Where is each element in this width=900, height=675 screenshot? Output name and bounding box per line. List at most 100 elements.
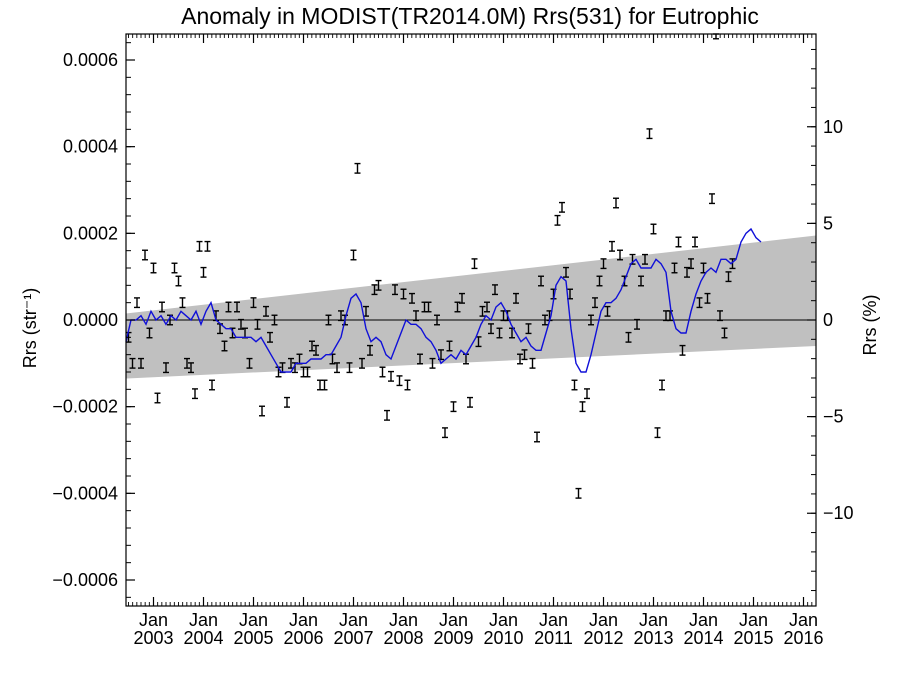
data-point-12 (175, 275, 182, 287)
data-point-30 (250, 297, 257, 309)
data-point-107 (571, 379, 578, 391)
data-point-104 (559, 201, 565, 213)
x-tick-month-label: Jan (739, 610, 768, 630)
data-point-78 (450, 401, 457, 413)
x-tick-year-label: 2011 (534, 628, 573, 648)
y-left-tick-label: −0.0006 (52, 570, 118, 590)
y-axis-label-left: Rrs (str⁻¹) (20, 288, 40, 368)
data-point-130 (667, 310, 673, 322)
data-point-33 (263, 305, 269, 317)
y-left-tick-label: −0.0002 (52, 397, 118, 417)
data-point-115 (604, 305, 611, 317)
data-point-120 (625, 331, 632, 343)
y-left-tick-label: 0.0006 (63, 50, 118, 70)
data-point-98 (534, 431, 540, 443)
data-point-16 (192, 388, 198, 400)
data-point-6 (150, 262, 157, 274)
x-tick-year-label: 2003 (133, 628, 173, 648)
y-left-tick-label: 0.0000 (63, 310, 118, 330)
data-point-77 (446, 340, 453, 352)
data-point-72 (425, 301, 432, 313)
data-point-137 (696, 297, 703, 309)
data-point-34 (267, 331, 273, 343)
data-point-136 (692, 236, 698, 248)
data-point-105 (563, 266, 569, 278)
band-area (126, 235, 816, 379)
data-point-32 (259, 405, 265, 417)
data-point-50 (334, 362, 340, 374)
data-point-131 (671, 262, 678, 274)
data-point-15 (188, 362, 194, 374)
data-point-83 (471, 258, 478, 270)
data-point-76 (442, 427, 448, 439)
data-point-27 (238, 318, 244, 330)
y-right-tick-label: −5 (823, 407, 844, 427)
data-point-93 (513, 292, 519, 304)
data-point-127 (654, 427, 661, 439)
data-point-133 (679, 344, 686, 356)
data-point-3 (138, 357, 144, 369)
x-tick-month-label: Jan (389, 610, 418, 630)
data-point-116 (609, 240, 615, 252)
data-point-54 (350, 249, 357, 261)
data-point-19 (204, 240, 211, 252)
data-point-143 (721, 327, 728, 339)
y-left-tick-label: 0.0002 (63, 223, 118, 243)
x-tick-year-label: 2006 (283, 628, 323, 648)
x-tick-year-label: 2010 (483, 628, 523, 648)
x-tick-month-label: Jan (289, 610, 318, 630)
data-point-70 (417, 353, 423, 365)
data-point-4 (142, 249, 148, 261)
data-point-126 (650, 223, 657, 235)
data-point-47 (321, 379, 328, 391)
data-point-69 (413, 310, 419, 322)
data-point-35 (271, 314, 278, 326)
data-point-31 (254, 318, 261, 330)
y-right-tick-label: 5 (823, 213, 833, 233)
data-point-58 (367, 344, 373, 356)
x-tick-month-label: Jan (639, 610, 668, 630)
data-point-48 (325, 314, 332, 326)
data-point-135 (688, 258, 694, 270)
data-point-110 (584, 388, 590, 400)
y-left-tick-label: 0.0004 (63, 137, 118, 157)
x-tick-year-label: 2007 (333, 628, 373, 648)
data-point-61 (379, 366, 386, 378)
x-tick-year-label: 2005 (233, 628, 273, 648)
x-tick-month-label: Jan (189, 610, 218, 630)
data-point-88 (492, 284, 498, 296)
data-point-99 (538, 275, 544, 287)
data-point-87 (488, 323, 494, 335)
data-point-109 (579, 401, 586, 413)
data-point-17 (196, 240, 203, 252)
y-left-tick-label: −0.0004 (52, 483, 118, 503)
data-point-64 (392, 284, 398, 296)
data-point-97 (529, 357, 536, 369)
data-point-123 (638, 275, 644, 287)
data-point-24 (225, 301, 232, 313)
data-point-29 (246, 357, 253, 369)
data-point-62 (384, 409, 390, 421)
x-tick-month-label: Jan (439, 610, 468, 630)
data-point-11 (171, 262, 178, 274)
data-point-43 (304, 366, 311, 378)
data-point-82 (467, 396, 473, 408)
data-point-66 (400, 288, 407, 300)
x-tick-month-label: Jan (239, 610, 268, 630)
data-point-51 (338, 310, 344, 322)
data-point-111 (588, 314, 594, 326)
data-point-60 (375, 279, 382, 291)
data-point-1 (129, 357, 136, 369)
data-point-94 (517, 353, 523, 365)
data-point-108 (575, 487, 582, 499)
data-point-68 (409, 292, 415, 304)
x-tick-year-label: 2009 (433, 628, 473, 648)
data-point-140 (709, 193, 715, 205)
y-axis-label-right: Rrs (%) (860, 295, 880, 356)
data-point-13 (179, 297, 186, 309)
x-tick-year-label: 2014 (683, 628, 723, 648)
data-point-20 (209, 379, 215, 391)
x-tick-month-label: Jan (339, 610, 368, 630)
data-point-125 (646, 128, 653, 140)
